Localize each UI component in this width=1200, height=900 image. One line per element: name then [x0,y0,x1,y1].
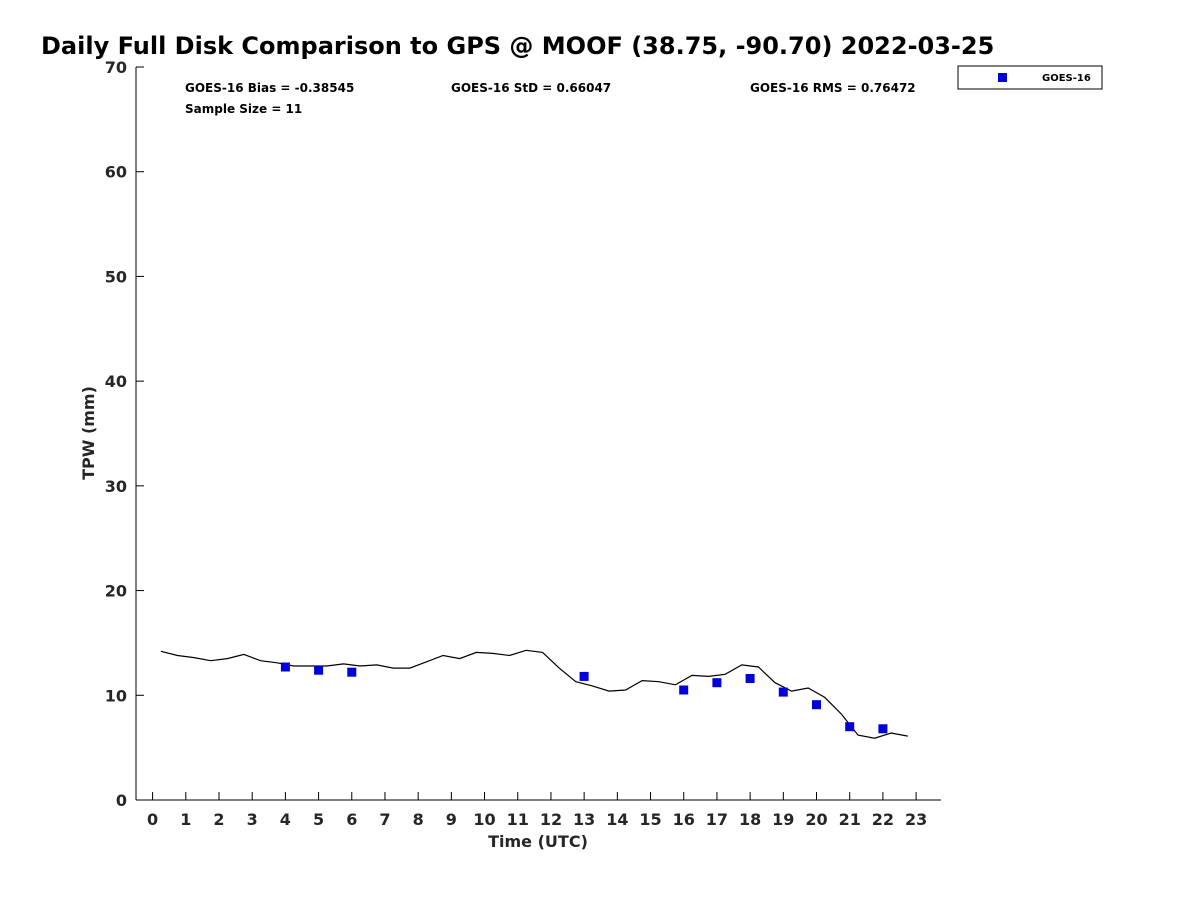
x-tick-label: 2 [213,810,224,829]
x-tick-label: 3 [247,810,258,829]
legend-goes16-label: GOES-16 [1042,73,1091,84]
goes16-data-point [712,678,722,688]
y-axis-ticks: 0 10 20 30 40 50 60 70 [105,58,144,810]
gps-line-layer [160,649,908,739]
x-tick-label: 9 [446,810,457,829]
goes16-data-point [280,662,290,672]
y-tick-label: 50 [105,267,127,286]
goes16-data-point [679,685,689,695]
gps-tpw-line [160,649,908,739]
y-tick-label: 10 [105,686,127,705]
x-tick-label: 5 [313,810,324,829]
x-tick-label: 14 [606,810,628,829]
x-tick-label: 17 [706,810,728,829]
goes16-marker-layer [280,662,888,734]
x-tick-label: 12 [540,810,562,829]
sample-size-stat: Sample Size = 11 [185,102,302,116]
y-tick-label: 20 [105,582,127,601]
goes16-data-point [314,665,324,675]
legend-box [957,65,1103,90]
x-tick-label: 1 [180,810,191,829]
x-tick-label: 19 [772,810,794,829]
goes16-data-point [778,687,788,697]
x-tick-label: 13 [573,810,595,829]
goes16-data-point [812,700,821,710]
bias-stat: GOES-16 Bias = -0.38545 [185,81,354,95]
x-tick-label: 23 [905,810,927,829]
legend-goes16-marker [998,73,1007,82]
x-tick-label: 4 [280,810,291,829]
x-tick-label: 7 [379,810,390,829]
goes16-data-point [878,724,888,734]
y-tick-label: 70 [105,58,127,77]
chart-title: Daily Full Disk Comparison to GPS @ MOOF… [41,32,994,60]
x-tick-label: 15 [639,810,661,829]
legend: GOES-16 [957,65,1103,90]
y-axis-label: TPW (mm) [79,386,98,480]
y-tick-label: 30 [105,477,127,496]
x-axis-label: Time (UTC) [488,832,588,851]
y-tick-label: 60 [105,163,127,182]
x-tick-label: 22 [872,810,894,829]
x-axis-ticks: 0 1 2 3 4 5 6 7 8 9 10 11 12 13 14 15 16 17 18 19 20 21 22 23 [147,792,927,829]
x-tick-label: 11 [507,810,529,829]
x-tick-label: 0 [147,810,158,829]
x-tick-label: 18 [739,810,761,829]
std-stat: GOES-16 StD = 0.66047 [451,81,611,95]
x-tick-label: 21 [839,810,861,829]
y-tick-label: 40 [105,372,127,391]
x-tick-label: 20 [805,810,827,829]
plot-axes [135,67,941,801]
x-tick-label: 8 [413,810,424,829]
goes16-data-point [845,722,855,732]
y-tick-label: 0 [116,791,127,810]
x-tick-label: 16 [673,810,695,829]
goes16-data-point [745,674,755,683]
rms-stat: GOES-16 RMS = 0.76472 [750,81,916,95]
x-tick-label: 6 [346,810,357,829]
x-tick-label: 10 [473,810,495,829]
goes16-data-point [579,671,589,681]
goes16-data-point [347,667,357,677]
